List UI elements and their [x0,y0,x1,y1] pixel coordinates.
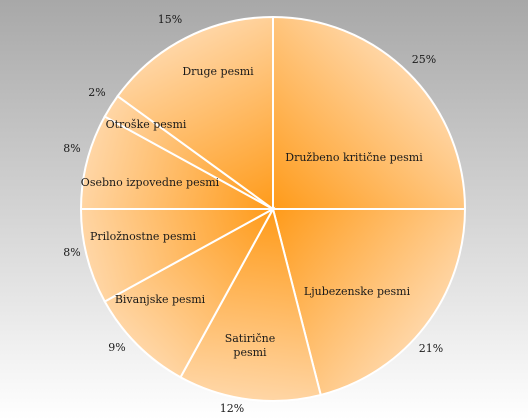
slice-category-label: Priložnostne pesmi [90,230,197,243]
slice-category-label: Ljubezenske pesmi [304,285,411,298]
slice-percent-label: 8% [63,142,80,155]
pie-slice [116,15,274,211]
pie-slice [271,208,467,397]
slice-category-label: Osebno izpovedne pesmi [81,176,220,189]
pie-slice [103,206,276,379]
slice-percent-label: 15% [158,13,182,26]
pie-labels: Družbeno kritične pesmi 25% Ljubezenske pe… [63,13,443,415]
slice-percent-label: 25% [412,53,436,66]
pie-slice [179,206,322,402]
pie-slice [79,208,274,303]
slice-percent-label: 8% [63,246,80,259]
slice-category-label: Otroške pesmi [106,118,187,131]
slice-percent-label: 21% [419,342,443,355]
pie-slice [79,115,274,210]
slice-category-label: Satirične pesmi [225,332,276,359]
slice-category-label: Družbeno kritične pesmi [285,151,423,164]
slice-percent-label: 2% [88,86,105,99]
pie-slice [272,15,467,210]
slice-percent-label: 12% [220,402,244,415]
slice-percent-label: 9% [108,341,125,354]
slice-category-label: Druge pesmi [182,65,254,78]
slice-category-label: Bivanjske pesmi [115,293,206,306]
pie-slices [79,15,467,402]
